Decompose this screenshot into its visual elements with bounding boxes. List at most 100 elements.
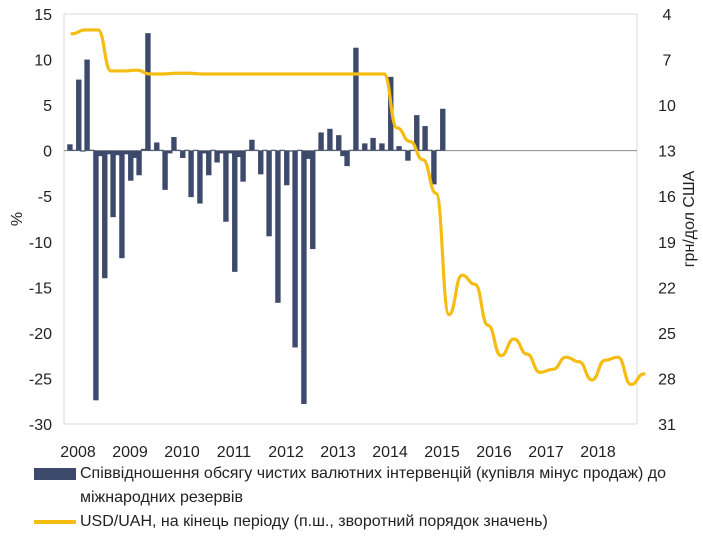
bar (149, 149, 155, 151)
left-axis-ticks: 15 10 5 0 -5 -10 -15 -20 -25 -30 (29, 7, 52, 434)
plot-area (63, 13, 638, 425)
bar (414, 115, 420, 151)
left-tick-label: -15 (29, 280, 52, 297)
right-tick-label: 25 (658, 326, 676, 343)
bar (340, 150, 346, 157)
legend-swatch-line (34, 520, 76, 524)
bar (167, 150, 173, 154)
x-tick-label: 2008 (60, 444, 96, 460)
x-tick-label: 2012 (268, 444, 304, 460)
left-tick-label: 5 (43, 98, 52, 115)
left-tick-label: -10 (29, 235, 52, 252)
bar (288, 150, 294, 152)
x-tick-label: 2011 (217, 444, 252, 460)
bar (97, 150, 103, 157)
left-axis-title: % (9, 212, 26, 226)
bar (197, 150, 203, 204)
bar (123, 150, 129, 155)
bar (422, 126, 428, 151)
right-tick-label: 10 (658, 98, 676, 115)
bar (353, 47, 359, 151)
bar (206, 150, 212, 176)
bar (180, 150, 186, 158)
bar (93, 150, 99, 401)
bar (435, 149, 441, 151)
bar (236, 150, 242, 158)
bar (253, 149, 259, 151)
bar (240, 150, 246, 182)
bar (327, 128, 333, 151)
x-tick-label: 2013 (320, 444, 356, 460)
bar (331, 149, 337, 151)
bar (418, 149, 424, 151)
right-axis-ticks: 4 7 10 13 16 19 22 25 28 31 (658, 7, 676, 434)
bar (84, 59, 90, 151)
bar (279, 149, 285, 151)
bar (201, 150, 207, 154)
left-tick-label: 15 (34, 7, 52, 24)
chart: 15 10 5 0 -5 -10 -15 -20 -25 -30 4 7 10 13 16 19 22 25 28… (9, 7, 698, 460)
bar (106, 150, 112, 155)
x-tick-label: 2015 (424, 444, 460, 460)
bar (136, 150, 142, 176)
legend-label-line: USD/UAH, на кінець періоду (п.ш., зворот… (80, 513, 548, 530)
bar (67, 144, 73, 151)
x-tick-label: 2018 (580, 444, 616, 460)
x-axis-ticks: 2008 2009 2010 2011 2012 2013 2014 2015 2016 2017… (60, 444, 616, 460)
left-tick-label: -30 (29, 417, 52, 434)
bar (370, 137, 376, 151)
bar (219, 150, 225, 154)
right-tick-label: 31 (658, 417, 676, 434)
bar (132, 150, 138, 158)
bar (314, 149, 320, 151)
x-tick-label: 2017 (528, 444, 564, 460)
bar (258, 150, 264, 175)
bar (141, 148, 147, 151)
bar (440, 108, 446, 151)
bar (375, 149, 381, 151)
bar (271, 149, 277, 151)
bar (210, 149, 216, 151)
left-tick-label: 10 (34, 53, 52, 70)
x-tick-label: 2010 (164, 444, 200, 460)
x-tick-label: 2014 (372, 444, 408, 460)
bar (301, 150, 307, 404)
bar (154, 142, 160, 151)
bar (431, 150, 437, 185)
bar (80, 150, 86, 152)
right-tick-label: 19 (658, 235, 676, 252)
bar (323, 149, 329, 151)
bar (249, 139, 255, 151)
bar (362, 143, 368, 151)
bar (262, 149, 268, 151)
right-tick-label: 22 (658, 280, 676, 297)
left-tick-label: 0 (43, 144, 52, 161)
bar (175, 149, 181, 151)
bar (405, 150, 411, 161)
bar (119, 150, 125, 259)
bar (266, 150, 272, 237)
bar (396, 146, 402, 151)
bar (409, 149, 415, 151)
bar (162, 150, 168, 190)
left-tick-label: -25 (29, 371, 52, 388)
bar (379, 143, 385, 151)
right-tick-label: 7 (663, 53, 672, 70)
bar (89, 149, 95, 151)
bar (383, 149, 389, 151)
left-tick-label: -5 (38, 189, 52, 206)
bar (349, 149, 355, 151)
bar (171, 137, 177, 151)
bar (76, 79, 82, 151)
bar (284, 150, 290, 186)
legend-item-bars: Співвідношення обсягу чистих валютних ін… (34, 462, 674, 510)
right-tick-label: 16 (658, 189, 676, 206)
bar (193, 149, 199, 151)
bar (427, 149, 433, 151)
bar (357, 149, 363, 151)
bar (115, 150, 121, 156)
bar (336, 135, 342, 151)
bar (214, 150, 220, 163)
bar (102, 150, 108, 279)
x-tick-label: 2009 (112, 444, 148, 460)
